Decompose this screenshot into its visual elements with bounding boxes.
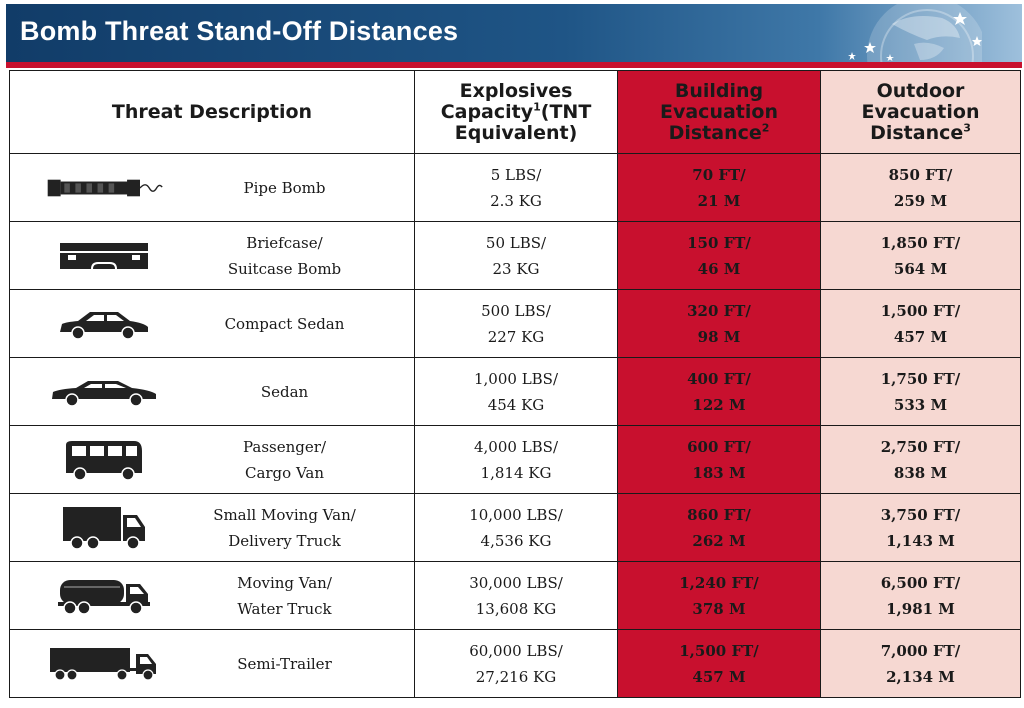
table-row: Small Moving Van/Delivery Truck 10,000 L…	[9, 493, 1021, 562]
outdoor-distance-cell: 2,750 FT/838 M	[820, 425, 1021, 494]
header-row: Threat Description Explosives Capacity1(…	[9, 70, 1021, 154]
outdoor-distance-cell: 1,750 FT/533 M	[820, 357, 1021, 426]
threat-cell: Briefcase/Suitcase Bomb	[9, 221, 415, 290]
page-title: Bomb Threat Stand-Off Distances	[20, 16, 459, 46]
threat-name: Semi-Trailer	[237, 654, 332, 673]
building-distance-cell: 400 FT/122 M	[617, 357, 821, 426]
threat-cell: Compact Sedan	[9, 289, 415, 358]
semi-trailer-icon	[44, 639, 164, 689]
threat-cell: Passenger/Cargo Van	[9, 425, 415, 494]
header-explosives-capacity: Explosives Capacity1(TNT Equivalent)	[414, 70, 618, 154]
table-row: Passenger/Cargo Van 4,000 LBS/1,814 KG 6…	[9, 425, 1021, 494]
threat-cell: Semi-Trailer	[9, 629, 415, 698]
table-row: Sedan 1,000 LBS/454 KG 400 FT/122 M 1,75…	[9, 357, 1021, 426]
van-icon	[44, 435, 164, 485]
building-distance-cell: 150 FT/46 M	[617, 221, 821, 290]
header-outdoor-evacuation: Outdoor Evacuation Distance3	[820, 70, 1021, 154]
title-banner: Bomb Threat Stand-Off Distances	[6, 4, 1022, 62]
outdoor-distance-cell: 850 FT/259 M	[820, 153, 1021, 222]
outdoor-distance-cell: 7,000 FT/2,134 M	[820, 629, 1021, 698]
threat-cell: Moving Van/Water Truck	[9, 561, 415, 630]
building-distance-cell: 1,500 FT/457 M	[617, 629, 821, 698]
threat-name: Compact Sedan	[224, 314, 345, 333]
footnote-3: 3	[963, 121, 971, 135]
threat-cell: Sedan	[9, 357, 415, 426]
building-distance-cell: 320 FT/98 M	[617, 289, 821, 358]
threat-cell: Pipe Bomb	[9, 153, 415, 222]
table-row: Semi-Trailer 60,000 LBS/27,216 KG 1,500 …	[9, 629, 1021, 698]
threat-name: Sedan	[260, 382, 309, 401]
threat-name: Passenger/Cargo Van	[243, 437, 326, 482]
box-truck-icon	[44, 503, 164, 553]
briefcase-icon	[44, 231, 164, 281]
table-row: Moving Van/Water Truck 30,000 LBS/13,608…	[9, 561, 1021, 630]
threat-name: Briefcase/Suitcase Bomb	[227, 233, 342, 278]
standoff-table: Threat Description Explosives Capacity1(…	[9, 70, 1021, 698]
header-threat-description: Threat Description	[9, 70, 415, 154]
capacity-cell: 50 LBS/23 KG	[414, 221, 618, 290]
capacity-cell: 1,000 LBS/454 KG	[414, 357, 618, 426]
banner-divider	[6, 62, 1022, 68]
header-building-evacuation: Building Evacuation Distance2	[617, 70, 821, 154]
threat-cell: Small Moving Van/Delivery Truck	[9, 493, 415, 562]
building-distance-cell: 1,240 FT/378 M	[617, 561, 821, 630]
tanker-truck-icon	[44, 571, 164, 621]
building-distance-cell: 860 FT/262 M	[617, 493, 821, 562]
capacity-cell: 60,000 LBS/27,216 KG	[414, 629, 618, 698]
compact-sedan-icon	[44, 299, 164, 349]
table-row: Pipe Bomb 5 LBS/2.3 KG 70 FT/21 M 850 FT…	[9, 153, 1021, 222]
capacity-cell: 30,000 LBS/13,608 KG	[414, 561, 618, 630]
outdoor-distance-cell: 6,500 FT/1,981 M	[820, 561, 1021, 630]
footnote-2: 2	[761, 121, 770, 135]
threat-name: Pipe Bomb	[243, 178, 326, 197]
capacity-cell: 10,000 LBS/4,536 KG	[414, 493, 618, 562]
table-row: Briefcase/Suitcase Bomb 50 LBS/23 KG 150…	[9, 221, 1021, 290]
threat-name: Moving Van/Water Truck	[237, 573, 332, 618]
outdoor-distance-cell: 1,850 FT/564 M	[820, 221, 1021, 290]
footnote-1: 1	[533, 100, 541, 114]
capacity-cell: 5 LBS/2.3 KG	[414, 153, 618, 222]
outdoor-distance-cell: 1,500 FT/457 M	[820, 289, 1021, 358]
threat-name: Small Moving Van/Delivery Truck	[213, 505, 356, 550]
pipe-bomb-icon	[44, 163, 164, 213]
capacity-cell: 4,000 LBS/1,814 KG	[414, 425, 618, 494]
globe-stars-icon	[848, 4, 982, 62]
table-row: Compact Sedan 500 LBS/227 KG 320 FT/98 M…	[9, 289, 1021, 358]
capacity-cell: 500 LBS/227 KG	[414, 289, 618, 358]
building-distance-cell: 600 FT/183 M	[617, 425, 821, 494]
sedan-icon	[44, 367, 164, 417]
building-distance-cell: 70 FT/21 M	[617, 153, 821, 222]
outdoor-distance-cell: 3,750 FT/1,143 M	[820, 493, 1021, 562]
